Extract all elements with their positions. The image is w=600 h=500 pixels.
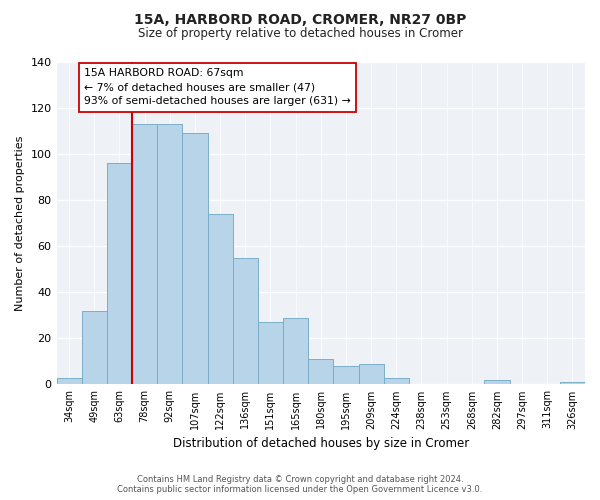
Y-axis label: Number of detached properties: Number of detached properties: [15, 136, 25, 310]
Bar: [233, 258, 258, 384]
Text: Contains HM Land Registry data © Crown copyright and database right 2024.
Contai: Contains HM Land Registry data © Crown c…: [118, 474, 482, 494]
X-axis label: Distribution of detached houses by size in Cromer: Distribution of detached houses by size …: [173, 437, 469, 450]
Bar: [82, 310, 107, 384]
Bar: [283, 318, 308, 384]
Text: 15A, HARBORD ROAD, CROMER, NR27 0BP: 15A, HARBORD ROAD, CROMER, NR27 0BP: [134, 12, 466, 26]
Bar: [56, 378, 82, 384]
Bar: [359, 364, 383, 384]
Bar: [484, 380, 509, 384]
Bar: [107, 163, 132, 384]
Bar: [560, 382, 585, 384]
Bar: [334, 366, 359, 384]
Bar: [182, 133, 208, 384]
Bar: [258, 322, 283, 384]
Bar: [157, 124, 182, 384]
Text: Size of property relative to detached houses in Cromer: Size of property relative to detached ho…: [137, 28, 463, 40]
Bar: [132, 124, 157, 384]
Text: 15A HARBORD ROAD: 67sqm
← 7% of detached houses are smaller (47)
93% of semi-det: 15A HARBORD ROAD: 67sqm ← 7% of detached…: [84, 68, 351, 106]
Bar: [208, 214, 233, 384]
Bar: [308, 359, 334, 384]
Bar: [383, 378, 409, 384]
